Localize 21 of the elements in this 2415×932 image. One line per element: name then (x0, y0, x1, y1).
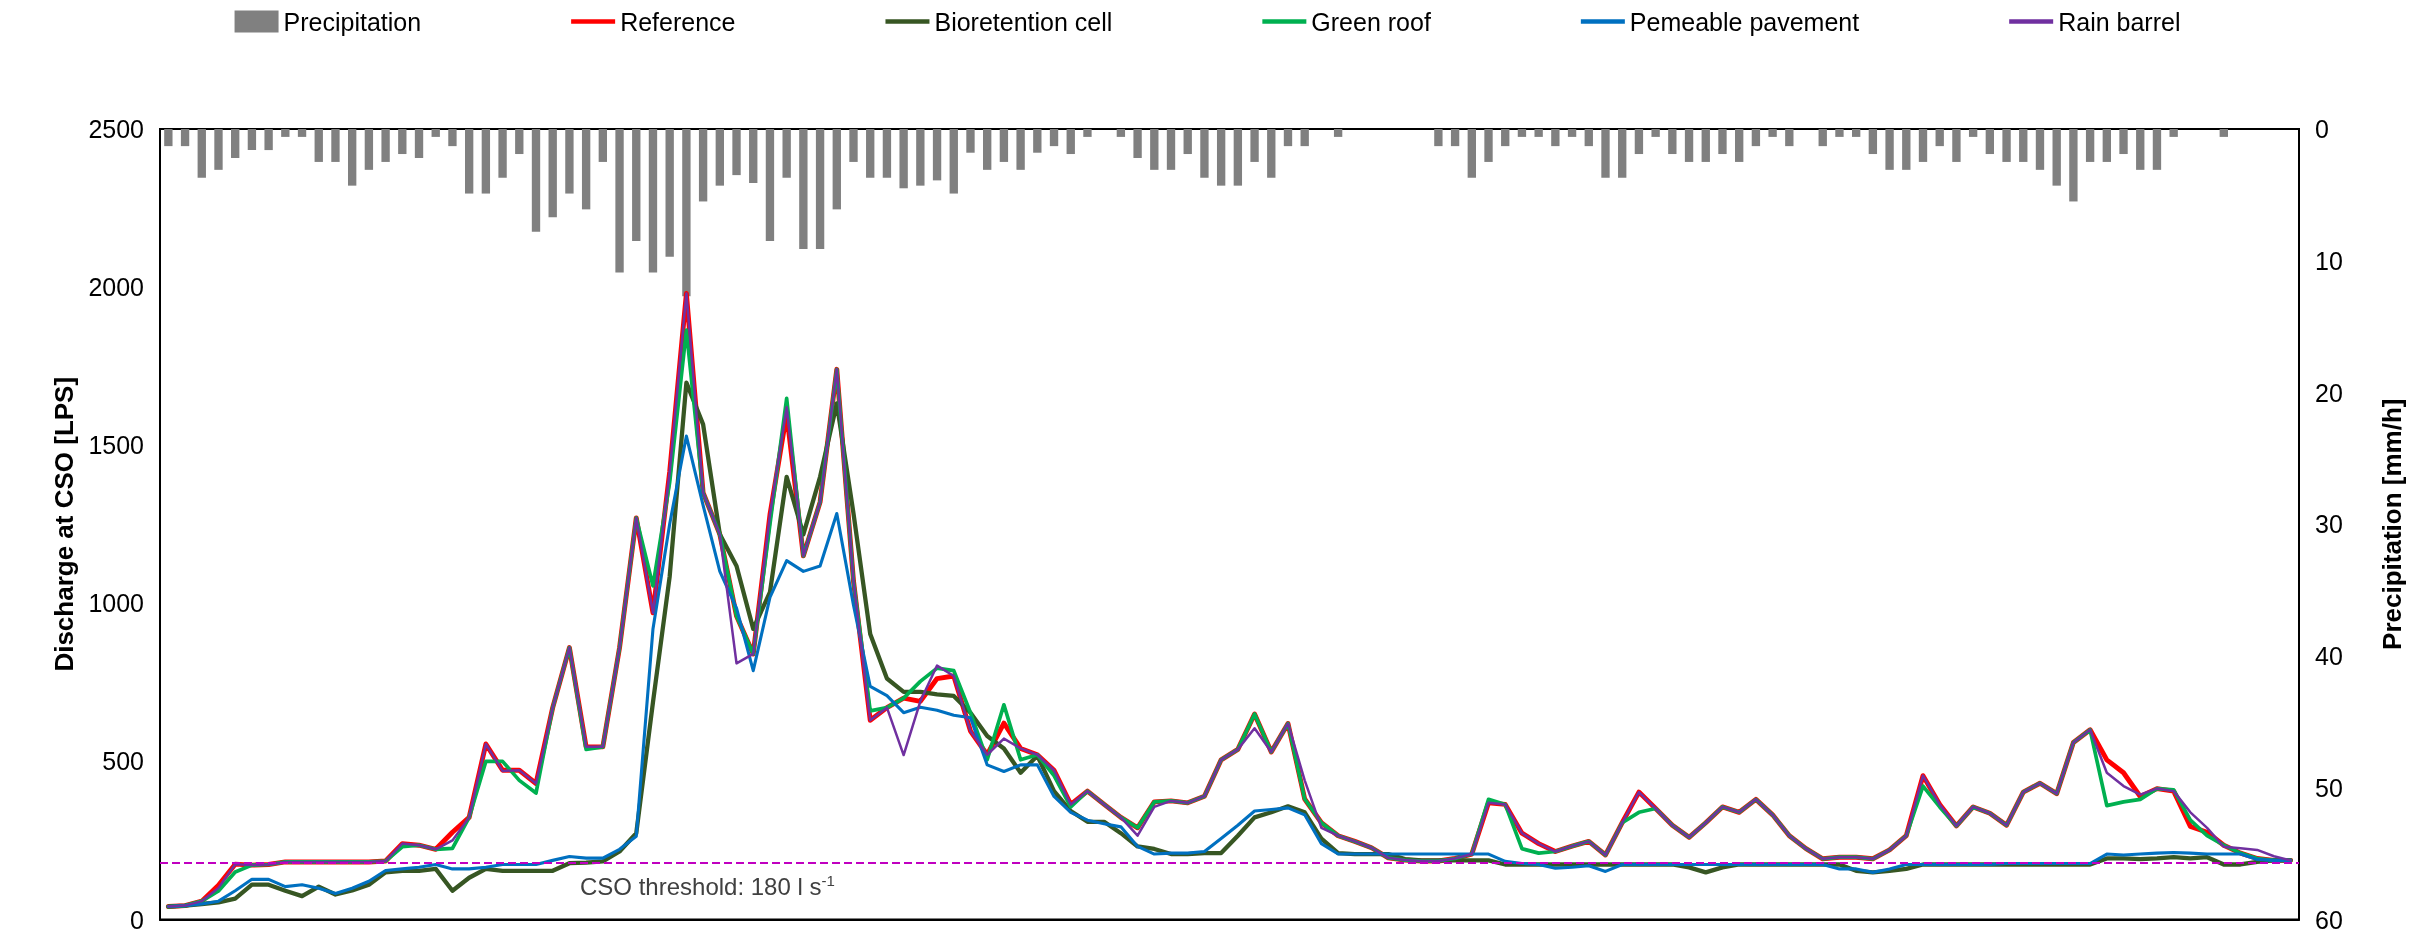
legend-label: Green roof (1311, 7, 1431, 36)
y2-tick-label: 60 (2315, 905, 2343, 932)
y-axis-title: Discharge at CSO [LPS] (49, 376, 80, 672)
legend-label: Reference (620, 7, 736, 36)
y-tick-label: 500 (102, 747, 144, 776)
y2-tick-label: 20 (2315, 378, 2343, 407)
y-tick-label: 2500 (88, 115, 144, 143)
y-tick-label: 1500 (88, 431, 144, 460)
y2-tick-label: 30 (2315, 510, 2343, 539)
y-tick-label: 2000 (88, 273, 144, 302)
y-tick-label: 1000 (88, 589, 144, 618)
y2-tick-label: 50 (2315, 773, 2343, 802)
y-tick-label: 0 (130, 905, 144, 932)
y2-tick-label: 40 (2315, 642, 2343, 670)
legend-label: Rain barrel (2058, 7, 2181, 36)
legend-label: Bioretention cell (934, 7, 1113, 36)
legend-label: Precipitation (283, 7, 422, 36)
legend-label: Pemeable pavement (1629, 7, 1860, 36)
y2-tick-label: 0 (2315, 115, 2329, 143)
y2-axis-title: Precipitation [mm/h] (2377, 398, 2407, 650)
y2-tick-label: 10 (2315, 246, 2343, 275)
